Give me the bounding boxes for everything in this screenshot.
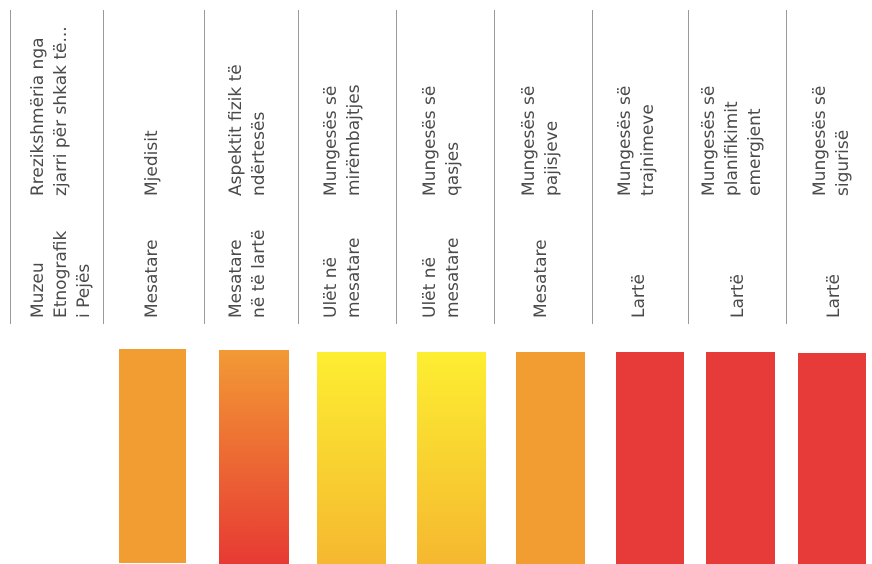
factor-label: Mungesës së sigurisë <box>809 86 855 196</box>
factor-label-line: Aspektit fizik të <box>226 64 246 196</box>
risk-level-bar <box>798 353 866 564</box>
factor-label-line: pajisjeve <box>542 120 562 196</box>
factor-label-line: planifikimit <box>722 101 742 196</box>
risk-level-line: Lartë <box>728 273 748 318</box>
risk-level-line: në të lartë <box>249 229 269 318</box>
factor-label-line: ndërtesës <box>249 111 269 196</box>
risk-level-bar <box>119 349 186 563</box>
factor-label-line: Mungesës së <box>615 85 635 196</box>
factor-label-line: mirëmbajtjes <box>344 84 364 196</box>
risk-level-label: Lartë <box>727 274 750 318</box>
risk-level-line: Ulët në <box>321 257 341 318</box>
factor-label-line: Mungesës së <box>420 85 440 196</box>
risk-level-label: Mesatare <box>141 239 164 318</box>
risk-header-line: Rrezikshmëria nga <box>28 37 48 196</box>
risk-level-bar <box>616 352 684 564</box>
column-divider <box>10 10 11 324</box>
column-divider <box>298 10 299 324</box>
site-label: Muzeu Etnografik i Pejës <box>27 231 96 318</box>
risk-level-label: Ulët në mesatare <box>419 238 465 318</box>
factor-label-line: Mungesës së <box>810 85 830 196</box>
column-divider <box>494 10 495 324</box>
column-divider <box>786 10 787 324</box>
risk-level-line: mesatare <box>344 237 364 318</box>
column-divider <box>688 10 689 324</box>
factor-label-line: sigurisë <box>833 129 853 196</box>
risk-level-line: Mesatare <box>531 239 551 318</box>
risk-level-label: Mesatare <box>530 239 553 318</box>
factor-label-line: qasjes <box>443 141 463 196</box>
risk-level-bar <box>219 350 289 564</box>
risk-level-bar <box>417 352 486 564</box>
risk-header-label: Rrezikshmëria nga zjarri për shkak të... <box>27 26 73 196</box>
column-divider <box>204 10 205 324</box>
column-divider <box>592 10 593 324</box>
factor-label: Mungesës së mirëmbajtjes <box>320 84 366 196</box>
risk-header-line: zjarri për shkak të... <box>51 26 71 196</box>
risk-level-line: Lartë <box>629 273 649 318</box>
factor-label-line: emergjent <box>745 108 765 196</box>
risk-level-label: Lartë <box>628 274 651 318</box>
column-divider <box>396 10 397 324</box>
factor-label-line: Mungesës së <box>519 85 539 196</box>
factor-label: Mungesës së qasjes <box>419 86 465 196</box>
risk-level-label: Mesatare në të lartë <box>225 230 271 318</box>
risk-level-line: Mesatare <box>226 239 246 318</box>
risk-level-line: mesatare <box>443 237 463 318</box>
risk-level-line: Ulët në <box>420 257 440 318</box>
factor-label: Mungesës së trajnimeve <box>614 86 660 196</box>
risk-level-label: Lartë <box>823 274 846 318</box>
column-divider <box>103 10 104 324</box>
risk-level-label: Ulët në mesatare <box>320 238 366 318</box>
site-label-line: i Pejës <box>74 263 94 318</box>
risk-level-line: Mesatare <box>142 239 162 318</box>
risk-level-bar <box>317 352 386 564</box>
factor-label: Mungesës së planifikimit emergjent <box>698 86 767 196</box>
risk-level-bar <box>516 352 585 564</box>
factor-label: Mungesës së pajisjeve <box>518 86 564 196</box>
factor-label-line: trajnimeve <box>638 104 658 196</box>
factor-label-line: Mungesës së <box>699 85 719 196</box>
factor-label: Mjedisit <box>141 130 164 196</box>
factor-label-line: Mjedisit <box>142 130 162 196</box>
factor-label-line: Mungesës së <box>321 85 341 196</box>
site-label-line: Etnografik <box>51 230 71 318</box>
risk-level-bar <box>706 352 775 564</box>
risk-level-line: Lartë <box>824 273 844 318</box>
site-label-line: Muzeu <box>28 262 48 318</box>
factor-label: Aspektit fizik të ndërtesës <box>225 64 271 196</box>
